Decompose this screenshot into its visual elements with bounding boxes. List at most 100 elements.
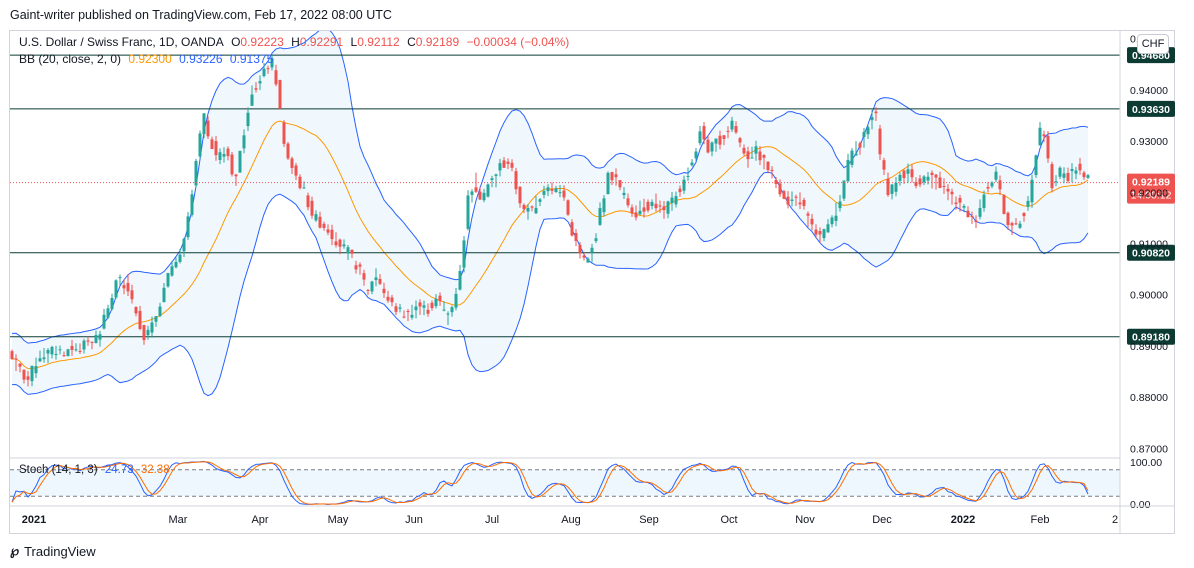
candle (1034, 154, 1038, 178)
candle (814, 224, 818, 239)
candle (598, 202, 602, 226)
candle (726, 126, 730, 139)
candle (742, 144, 746, 156)
candle (554, 185, 558, 193)
candle (94, 330, 98, 344)
candle (578, 242, 582, 259)
candle (234, 173, 238, 186)
candle (1030, 174, 1034, 208)
candle (1050, 161, 1054, 193)
candle (790, 191, 794, 207)
candle (798, 192, 802, 210)
y-tick-label: 0.87000 (1130, 443, 1168, 455)
candle (830, 215, 834, 228)
brand-name: TradingView (24, 543, 96, 559)
candle (158, 302, 162, 318)
candle (682, 175, 686, 194)
candle (370, 280, 374, 295)
candle (218, 148, 222, 165)
candle (842, 180, 846, 202)
chart-frame[interactable] (9, 30, 1175, 534)
candle (666, 200, 670, 219)
candle (274, 64, 278, 87)
candle (886, 172, 890, 197)
price-axis[interactable]: 0.950000.940000.930000.920000.910000.900… (1130, 34, 1168, 456)
symbol-name[interactable]: U.S. Dollar / Swiss Franc, 1D, OANDA (19, 35, 224, 49)
candle (86, 336, 90, 346)
candle (1070, 163, 1074, 183)
y-tick-label: 0.89000 (1130, 341, 1168, 353)
candle (526, 203, 530, 220)
candle (386, 290, 390, 303)
candle (198, 130, 202, 159)
candle (182, 237, 186, 257)
open-value: 0.92223 (240, 35, 284, 49)
candle (42, 348, 46, 363)
candle (862, 127, 866, 148)
candle (738, 136, 742, 148)
candle (150, 316, 154, 338)
candle (622, 187, 626, 199)
x-tick-label: 2022 (951, 514, 975, 526)
candle (686, 167, 690, 181)
candle (558, 185, 562, 198)
candle (826, 219, 830, 233)
candle (290, 156, 294, 174)
candle (858, 141, 862, 155)
candle (414, 300, 418, 319)
x-tick-label: Sep (639, 514, 659, 526)
candle (330, 224, 334, 246)
candle (670, 192, 674, 211)
candle (1006, 211, 1010, 230)
bb-label[interactable]: BB (20, close, 2, 0) (19, 52, 122, 66)
candle (398, 303, 402, 313)
candle (694, 147, 698, 162)
candle (734, 121, 738, 134)
candle (870, 110, 874, 130)
candle (106, 304, 110, 319)
candle (1054, 175, 1058, 187)
current-price-tag (1127, 173, 1175, 204)
candle (226, 146, 230, 161)
candle (206, 116, 210, 139)
high-value: 0.92291 (299, 35, 344, 49)
candle (54, 345, 58, 360)
candle (166, 272, 170, 288)
candle (678, 185, 682, 197)
candle (714, 138, 718, 152)
candle (162, 283, 166, 303)
candle (178, 248, 182, 264)
candle (750, 146, 754, 159)
candle (498, 158, 502, 177)
candle (314, 210, 318, 222)
candle (286, 141, 290, 160)
x-tick-label: Jun (405, 514, 423, 526)
currency-button[interactable]: CHF (1137, 34, 1169, 54)
level-tag (1127, 244, 1175, 261)
candle (322, 221, 326, 231)
candle (602, 195, 606, 217)
time-axis[interactable]: 2021 Mar Apr May Jun Jul Aug Sep Oct Nov Dec 2022 Fe… (10, 31, 1175, 533)
candle (102, 308, 106, 330)
candle (462, 236, 466, 273)
x-tick-label: Dec (872, 514, 892, 526)
candle (690, 159, 694, 167)
candle (746, 146, 750, 168)
candle (518, 186, 522, 208)
candle (30, 365, 34, 387)
candle (442, 301, 446, 312)
candle (22, 369, 26, 384)
candle (782, 189, 786, 200)
candle (962, 204, 966, 213)
candle (438, 292, 442, 306)
candle (590, 243, 594, 263)
candle (138, 305, 142, 331)
candle (458, 264, 462, 291)
candle (610, 171, 614, 185)
current-price-label: 0.92189 (1132, 177, 1170, 189)
candle (810, 213, 814, 231)
stoch-y-tick-label: 100.00 (1130, 457, 1162, 469)
candle (890, 183, 894, 200)
stoch-label[interactable]: Stoch (14, 1, 3) (19, 464, 98, 476)
